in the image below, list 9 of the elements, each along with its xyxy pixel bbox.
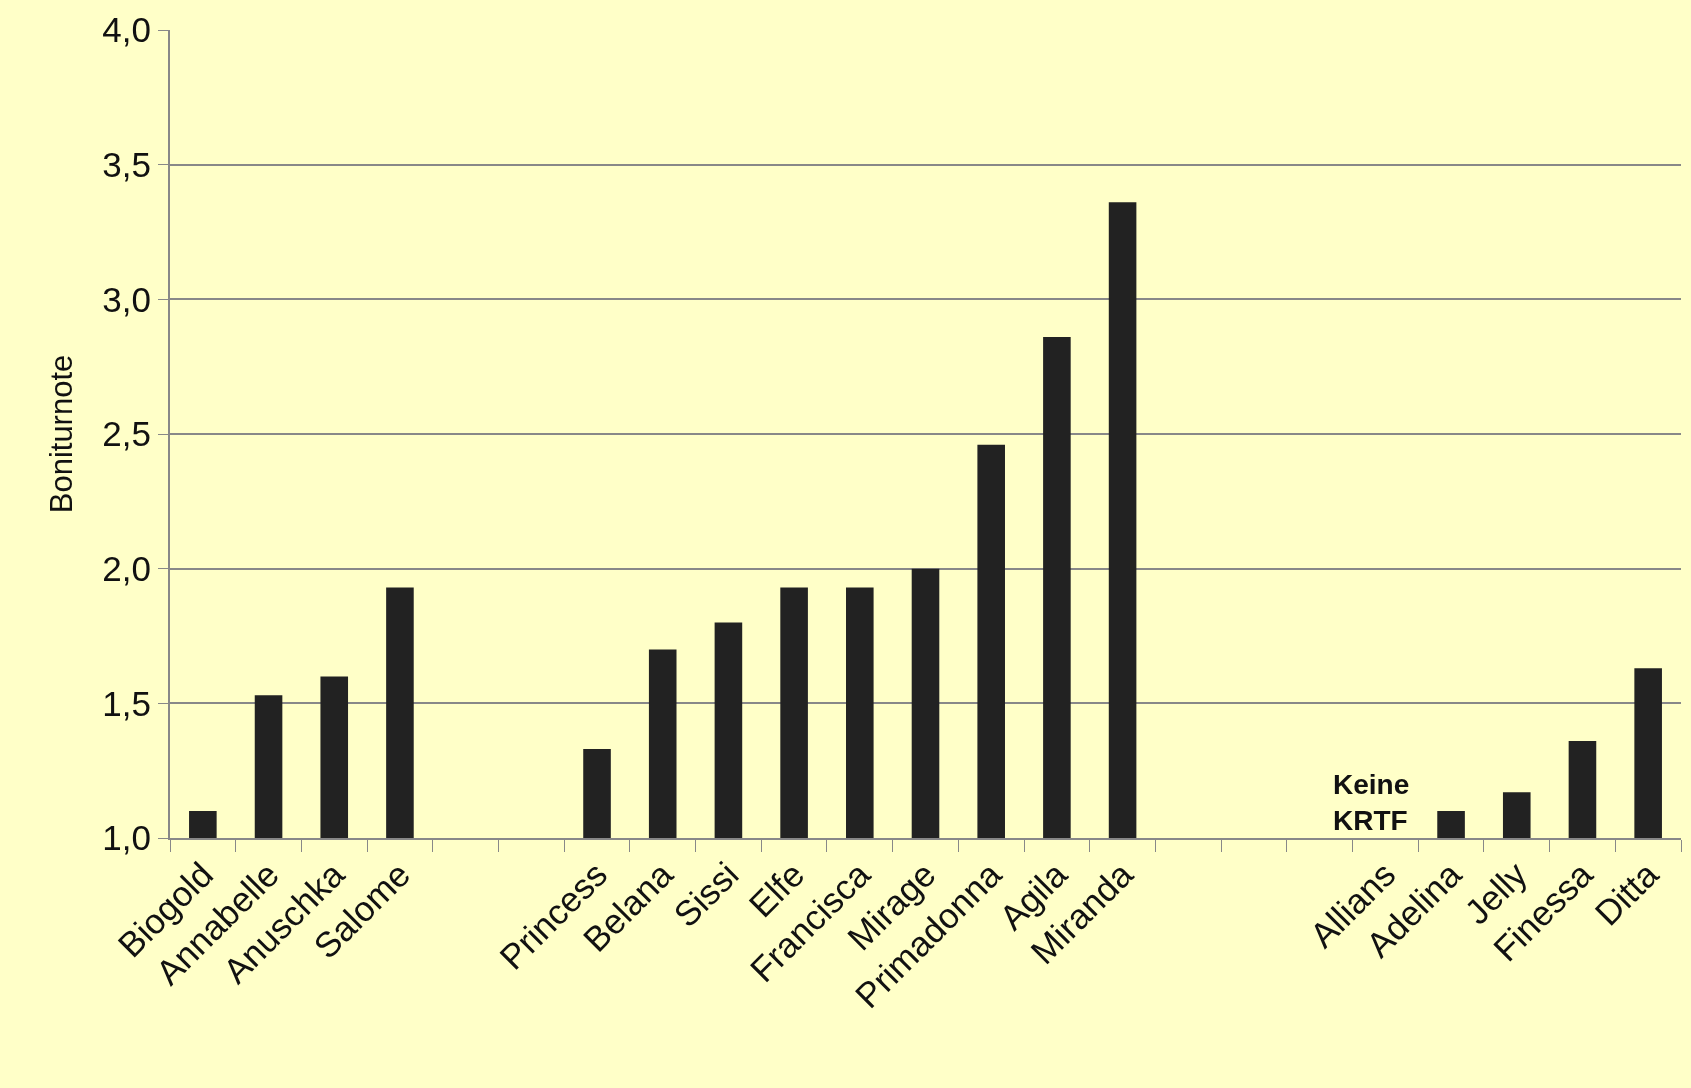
y-tick-label: 2,0 xyxy=(102,548,151,588)
y-tick-label: 1,5 xyxy=(102,683,151,723)
y-axis-title: Boniturnote xyxy=(44,354,80,514)
y-tick-label: 2,5 xyxy=(102,414,151,454)
y-tick-label: 3,0 xyxy=(102,279,151,319)
y-tick-label: 1,0 xyxy=(102,818,151,858)
y-tick-label: 3,5 xyxy=(102,144,151,184)
annotation: Keine KRTF xyxy=(1333,769,1410,837)
y-tick-label: 4,0 xyxy=(102,10,151,50)
